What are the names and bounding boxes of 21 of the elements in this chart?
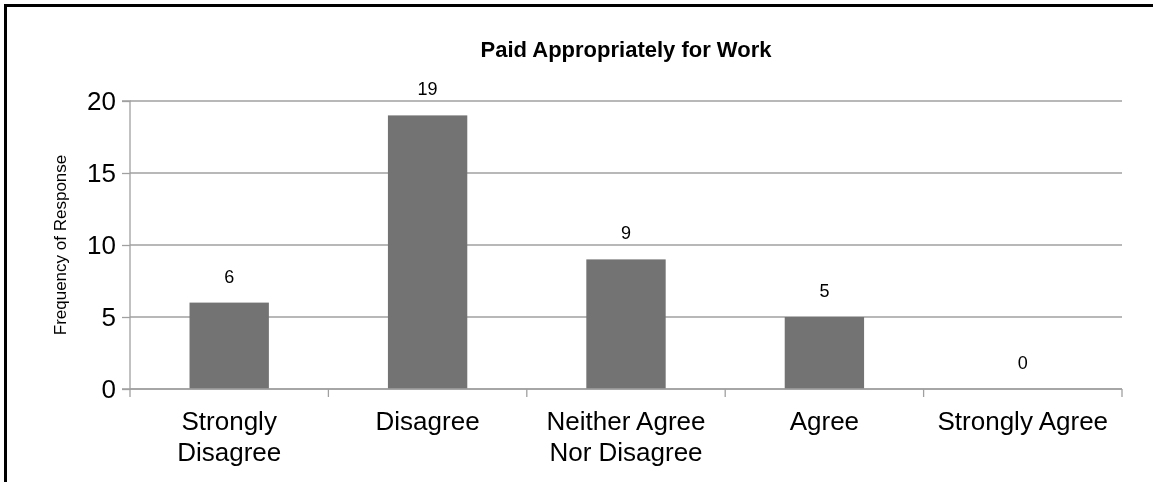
y-tick-label: 0 [101,373,116,404]
y-tick-label: 15 [87,157,116,188]
bar [189,302,269,389]
x-tick-label: Strongly Disagree [177,406,282,467]
x-tick-label: Strongly Agree [937,406,1109,436]
y-tick-label: 20 [87,85,116,116]
data-label: 19 [417,79,438,100]
y-tick-label: 5 [101,301,116,332]
bar [586,259,666,389]
data-label: 6 [224,266,235,287]
data-label: 0 [1017,353,1028,373]
x-tick-label: Neither Agree Nor Disagree [546,406,706,467]
y-axis-title: Frequency of Response [51,154,70,336]
y-tick-label: 10 [87,229,116,260]
bar [784,317,865,389]
x-tick-label: Disagree [375,406,480,436]
data-label: 5 [819,281,830,301]
bar [387,115,468,389]
data-label: 9 [620,223,632,244]
x-tick-label: Agree [789,406,860,436]
chart-title: Paid Appropriately for Work [480,37,773,62]
